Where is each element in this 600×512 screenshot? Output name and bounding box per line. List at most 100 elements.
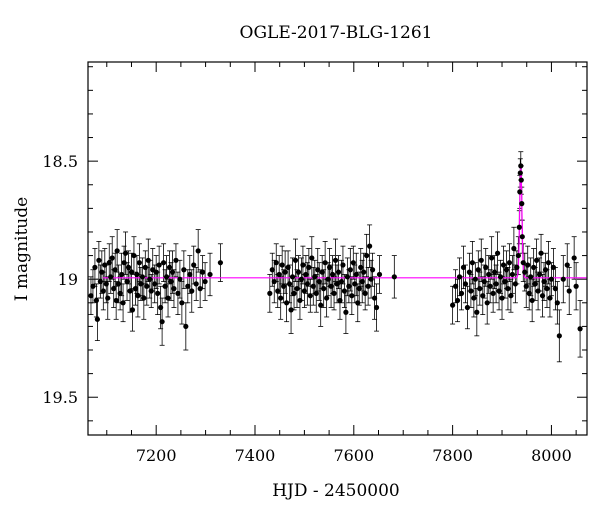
data-point xyxy=(145,257,151,263)
data-point xyxy=(564,262,570,268)
data-point xyxy=(371,295,378,301)
data-point xyxy=(554,300,560,306)
data-point xyxy=(343,309,349,315)
data-point xyxy=(367,243,373,249)
data-point xyxy=(111,286,117,292)
data-point xyxy=(99,269,105,275)
data-point xyxy=(144,283,150,289)
data-point xyxy=(288,307,294,313)
data-point xyxy=(94,316,100,322)
data-point xyxy=(173,257,179,263)
data-point xyxy=(97,278,103,285)
data-point xyxy=(346,283,352,289)
data-point xyxy=(269,267,275,273)
data-point xyxy=(106,260,112,266)
data-point xyxy=(503,267,510,273)
data-point xyxy=(523,283,529,289)
data-point xyxy=(352,281,358,287)
data-point xyxy=(536,271,543,278)
data-point xyxy=(195,248,201,254)
data-point xyxy=(469,260,475,266)
x-tick-label: 7400 xyxy=(235,446,276,465)
data-point xyxy=(105,295,111,301)
data-point xyxy=(156,262,162,268)
data-point xyxy=(292,257,299,263)
data-point xyxy=(92,264,98,270)
data-point xyxy=(100,288,106,294)
data-point xyxy=(514,264,520,270)
data-point xyxy=(468,288,474,294)
data-point xyxy=(452,283,459,289)
data-point xyxy=(520,260,526,266)
data-point xyxy=(114,248,120,254)
data-point xyxy=(356,286,362,292)
data-point xyxy=(112,267,118,273)
data-point xyxy=(267,290,273,296)
data-point xyxy=(142,264,148,270)
data-point xyxy=(303,271,309,278)
data-point xyxy=(304,281,310,287)
data-point xyxy=(207,271,213,278)
data-point xyxy=(175,290,181,296)
data-point xyxy=(329,271,336,278)
data-point xyxy=(316,278,322,285)
data-point xyxy=(155,290,161,296)
data-point xyxy=(324,295,330,301)
data-point xyxy=(376,271,383,278)
data-point xyxy=(547,295,553,301)
data-point xyxy=(177,276,183,282)
data-point xyxy=(160,260,167,266)
data-point xyxy=(295,269,302,275)
data-point xyxy=(494,250,501,256)
data-point xyxy=(550,264,557,270)
axis-ticks xyxy=(88,62,587,435)
data-point xyxy=(171,286,177,292)
data-point xyxy=(571,255,577,261)
data-point xyxy=(359,278,365,285)
data-point xyxy=(129,307,136,313)
data-point xyxy=(125,264,132,270)
data-point xyxy=(189,288,195,294)
data-point xyxy=(117,290,123,296)
data-point xyxy=(307,293,313,299)
data-point xyxy=(281,283,287,289)
data-point xyxy=(131,252,137,259)
data-point xyxy=(313,290,319,296)
x-axis-label: HJD - 2450000 xyxy=(272,481,400,501)
data-point xyxy=(159,319,165,325)
data-point xyxy=(158,304,164,311)
data-point xyxy=(301,288,307,294)
data-point xyxy=(373,304,380,311)
data-point xyxy=(490,290,496,296)
data-point xyxy=(493,281,499,287)
data-point xyxy=(515,252,521,259)
data-point xyxy=(326,264,333,270)
data-point xyxy=(124,278,130,285)
data-point xyxy=(340,262,346,268)
data-point xyxy=(525,262,531,268)
x-tick-label: 8000 xyxy=(531,446,572,465)
data-point xyxy=(566,288,572,294)
data-point xyxy=(96,257,102,263)
data-point xyxy=(519,234,525,240)
data-point xyxy=(122,250,129,256)
data-point xyxy=(532,281,538,287)
data-point xyxy=(335,269,342,275)
data-point xyxy=(200,269,206,275)
data-point xyxy=(191,262,197,268)
data-point xyxy=(285,264,291,270)
data-point xyxy=(542,267,549,273)
data-point xyxy=(361,269,367,275)
data-point xyxy=(128,269,135,275)
data-point xyxy=(297,297,303,304)
model-curve xyxy=(102,165,587,279)
data-point xyxy=(544,286,550,292)
data-point xyxy=(484,300,490,306)
data-point xyxy=(271,278,277,285)
data-point xyxy=(509,271,515,278)
data-point xyxy=(315,267,321,273)
data-point xyxy=(347,267,353,273)
data-point xyxy=(539,293,546,299)
data-point xyxy=(344,274,350,280)
data-point xyxy=(505,286,511,292)
